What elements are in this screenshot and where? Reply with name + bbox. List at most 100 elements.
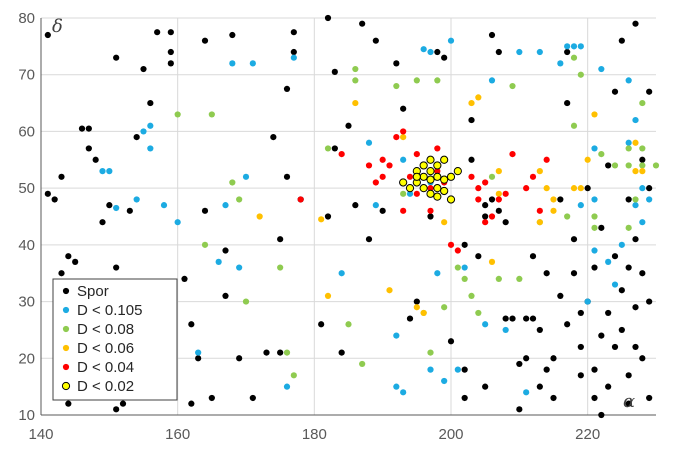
point-s2-44 [639, 99, 646, 107]
point-s0-58 [365, 236, 373, 243]
point-s0-85 [523, 315, 530, 322]
point-s5-5 [419, 184, 428, 193]
point-s2-30 [564, 213, 571, 220]
point-s0-49 [324, 213, 332, 220]
point-s0-41 [270, 134, 277, 141]
point-s4-14 [427, 207, 434, 214]
y-tick-label-0: 10 [18, 407, 35, 424]
point-s3-21 [584, 156, 591, 163]
point-s0-125 [639, 270, 646, 277]
point-s2-2 [208, 111, 215, 118]
point-s0-100 [570, 270, 578, 277]
point-s0-114 [618, 37, 625, 44]
point-s1-32 [447, 37, 455, 44]
point-s0-115 [618, 287, 625, 294]
point-s0-21 [147, 99, 154, 107]
point-s0-108 [598, 224, 605, 231]
point-s3-6 [413, 304, 420, 311]
point-s5-1 [405, 184, 415, 193]
legend-marker-0 [62, 287, 70, 295]
point-s0-70 [461, 394, 468, 402]
point-s0-37 [229, 31, 236, 39]
point-s2-42 [639, 145, 646, 152]
point-s0-102 [577, 309, 584, 317]
point-s1-56 [632, 116, 639, 124]
point-s2-20 [441, 304, 448, 311]
point-s5-13 [440, 175, 449, 184]
point-s0-47 [290, 29, 297, 36]
point-s0-137 [577, 372, 584, 379]
point-s1-23 [393, 383, 400, 390]
y-axis-label: δ [52, 16, 63, 37]
point-s0-66 [434, 48, 441, 56]
point-s4-1 [338, 151, 345, 158]
point-s3-24 [632, 139, 639, 146]
point-s0-4 [58, 270, 65, 277]
point-s2-36 [598, 151, 605, 158]
point-s0-61 [393, 60, 400, 67]
legend-label-3: D < 0.06 [77, 340, 134, 357]
point-s4-18 [447, 241, 455, 248]
point-s2-45 [652, 162, 660, 169]
point-s1-3 [133, 196, 140, 203]
point-s2-4 [236, 196, 243, 203]
point-s3-4 [386, 287, 393, 294]
point-s2-31 [570, 54, 578, 61]
y-tick-label-2: 30 [18, 294, 35, 311]
point-s4-20 [468, 173, 475, 180]
point-s3-22 [591, 111, 598, 118]
point-s5-12 [440, 155, 449, 164]
point-s2-18 [427, 349, 434, 356]
point-s5-21 [412, 172, 421, 181]
point-s1-35 [482, 321, 489, 328]
point-s5-15 [446, 172, 456, 181]
point-s2-25 [488, 173, 496, 180]
point-s0-19 [133, 134, 140, 141]
data-points [44, 14, 660, 419]
legend-marker-3 [62, 344, 70, 352]
point-s1-34 [461, 264, 468, 271]
point-s4-0 [297, 196, 304, 203]
point-s1-4 [140, 128, 147, 135]
point-s1-8 [174, 219, 181, 226]
point-s2-0 [174, 111, 181, 118]
point-s3-14 [536, 219, 543, 226]
point-s0-99 [570, 236, 578, 243]
point-s2-40 [625, 224, 632, 231]
y-tick-label-1: 20 [18, 350, 35, 367]
point-s1-41 [557, 60, 564, 67]
legend-label-0: Spor [77, 283, 109, 300]
point-s0-10 [85, 145, 92, 152]
point-s0-20 [140, 65, 147, 73]
point-s0-56 [352, 202, 359, 209]
point-s1-58 [639, 185, 646, 192]
y-tick-label-7: 80 [18, 10, 35, 27]
point-s3-11 [495, 168, 502, 175]
point-s0-75 [482, 213, 489, 220]
point-s0-124 [639, 156, 646, 163]
point-s0-81 [502, 315, 509, 322]
point-s3-15 [536, 168, 543, 175]
point-s0-53 [331, 145, 338, 152]
point-s2-15 [400, 190, 407, 197]
point-s5-11 [433, 172, 442, 181]
point-s0-64 [413, 298, 420, 305]
point-s1-46 [584, 298, 591, 305]
point-s0-119 [625, 372, 632, 379]
point-s4-2 [365, 162, 373, 169]
point-s0-92 [543, 366, 550, 373]
point-s1-20 [365, 139, 373, 146]
point-s0-122 [632, 343, 639, 351]
point-s4-28 [509, 151, 516, 158]
point-s0-55 [345, 122, 352, 129]
point-s0-68 [461, 241, 468, 248]
point-s2-1 [201, 241, 209, 248]
point-s4-32 [543, 156, 550, 163]
point-s2-21 [454, 264, 461, 271]
point-s3-12 [495, 190, 502, 197]
point-s1-12 [229, 60, 236, 67]
point-s0-101 [577, 343, 584, 351]
point-s4-30 [529, 173, 537, 180]
point-s0-11 [92, 156, 99, 163]
point-s0-14 [113, 54, 120, 61]
